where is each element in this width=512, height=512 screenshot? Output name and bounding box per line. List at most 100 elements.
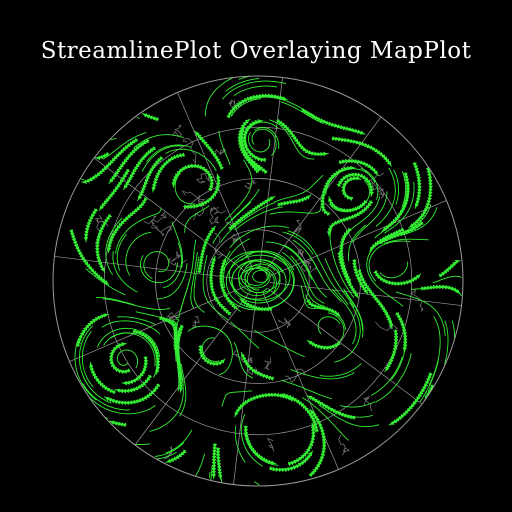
streamline — [339, 401, 376, 408]
streamline — [316, 400, 373, 418]
streamline — [96, 296, 135, 306]
streamline — [114, 374, 153, 394]
streamline — [280, 379, 332, 400]
coastline-segment — [143, 211, 167, 225]
streamline — [360, 167, 379, 200]
streamline — [369, 227, 405, 253]
streamline — [209, 326, 233, 376]
streamline — [290, 369, 355, 380]
streamline — [75, 313, 110, 347]
streamline — [89, 397, 156, 415]
streamline — [151, 152, 186, 193]
streamline — [268, 119, 315, 160]
streamline — [112, 250, 138, 293]
streamline — [175, 279, 191, 319]
meridian-line — [259, 77, 283, 270]
streamline — [190, 252, 198, 309]
streamline — [106, 197, 148, 254]
streamline — [375, 167, 396, 227]
streamline — [245, 121, 279, 147]
streamline — [352, 191, 388, 243]
streamline — [210, 465, 213, 478]
coastline-segment — [292, 219, 302, 237]
streamline — [408, 166, 433, 229]
coastline-segment — [411, 288, 424, 312]
streamline — [143, 251, 170, 280]
streamline — [302, 397, 349, 441]
streamline — [240, 250, 295, 271]
streamline — [221, 80, 287, 100]
streamline — [241, 119, 267, 163]
streamline — [165, 449, 187, 463]
streamline — [208, 255, 232, 316]
coastline-segment — [230, 233, 239, 245]
coastline-segment — [209, 209, 220, 225]
meridian-line — [267, 287, 423, 405]
streamline — [83, 208, 99, 243]
streamline — [394, 311, 408, 353]
streamline — [438, 259, 461, 278]
meridian-line — [233, 292, 257, 485]
coastline-segment — [209, 206, 226, 215]
streamline — [240, 351, 275, 381]
streamline — [136, 117, 140, 119]
streamline — [108, 342, 131, 375]
streamline — [228, 195, 276, 231]
map-boundary — [52, 75, 464, 487]
streamline — [305, 294, 335, 313]
streamline — [381, 172, 411, 232]
coastline-segment — [191, 316, 200, 329]
streamline — [115, 207, 162, 254]
coastline-segment — [266, 437, 275, 452]
streamline — [370, 356, 403, 396]
streamline — [116, 349, 139, 369]
coastline-segment — [284, 368, 306, 383]
streamline — [135, 311, 178, 341]
streamline — [108, 138, 150, 185]
streamline — [233, 342, 254, 379]
streamline — [125, 231, 152, 276]
streamline — [249, 96, 315, 116]
streamline — [117, 316, 156, 325]
streamline — [280, 101, 324, 124]
streamline — [204, 77, 234, 117]
streamline — [183, 173, 221, 210]
streamline — [140, 255, 179, 284]
polar-vortex-ring — [228, 251, 291, 301]
coastline-segment — [246, 357, 253, 376]
streamline — [300, 107, 366, 135]
streamline — [379, 261, 409, 279]
streamline — [184, 205, 210, 233]
streamline — [230, 98, 261, 117]
streamline — [269, 205, 322, 215]
streamline — [94, 151, 110, 161]
streamline — [395, 291, 446, 336]
streamline — [102, 298, 171, 310]
streamline — [290, 255, 325, 304]
streamline — [444, 320, 449, 366]
streamline — [276, 118, 329, 157]
streamline — [282, 231, 314, 255]
coastline-segment — [172, 124, 183, 138]
coastline-segment — [150, 225, 173, 237]
streamline — [318, 404, 380, 428]
streamline — [141, 145, 183, 172]
plot-title: StreamlinePlot Overlaying MapPlot — [40, 38, 472, 64]
streamline — [373, 270, 422, 286]
streamline — [174, 172, 196, 205]
streamline — [238, 126, 268, 175]
streamline — [201, 337, 219, 362]
streamline — [401, 171, 407, 207]
streamline — [175, 324, 185, 393]
streamline — [230, 188, 260, 221]
streamline — [240, 414, 263, 467]
polar-vortex-ring — [240, 265, 271, 289]
streamline — [162, 242, 183, 289]
streamline — [165, 148, 217, 172]
streamline — [102, 132, 147, 160]
coastline-segment — [244, 179, 257, 190]
streamline — [221, 390, 253, 407]
streamline — [154, 442, 185, 457]
streamline — [171, 221, 183, 268]
streamline — [211, 443, 218, 480]
